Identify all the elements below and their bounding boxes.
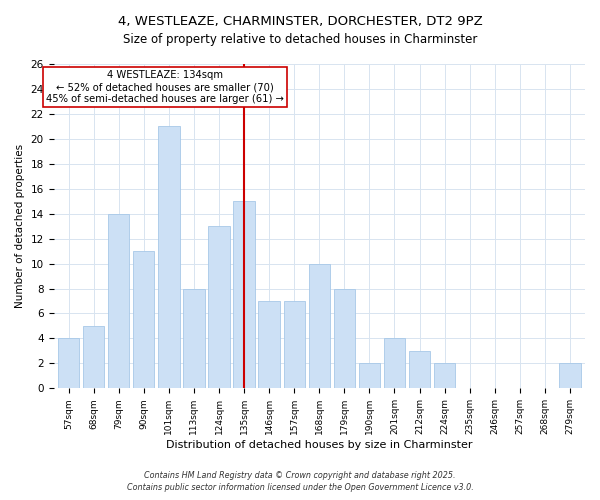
Bar	[409, 351, 430, 389]
Bar	[58, 338, 79, 388]
X-axis label: Distribution of detached houses by size in Charminster: Distribution of detached houses by size …	[166, 440, 473, 450]
Bar	[83, 326, 104, 388]
Bar	[308, 264, 330, 388]
Bar	[133, 251, 154, 388]
Bar	[434, 364, 455, 388]
Text: Size of property relative to detached houses in Charminster: Size of property relative to detached ho…	[123, 32, 477, 46]
Text: 4, WESTLEAZE, CHARMINSTER, DORCHESTER, DT2 9PZ: 4, WESTLEAZE, CHARMINSTER, DORCHESTER, D…	[118, 15, 482, 28]
Bar	[284, 301, 305, 388]
Bar	[183, 288, 205, 388]
Bar	[208, 226, 230, 388]
Text: 4 WESTLEAZE: 134sqm
← 52% of detached houses are smaller (70)
45% of semi-detach: 4 WESTLEAZE: 134sqm ← 52% of detached ho…	[46, 70, 284, 104]
Bar	[259, 301, 280, 388]
Bar	[384, 338, 405, 388]
Y-axis label: Number of detached properties: Number of detached properties	[15, 144, 25, 308]
Text: Contains HM Land Registry data © Crown copyright and database right 2025.
Contai: Contains HM Land Registry data © Crown c…	[127, 471, 473, 492]
Bar	[559, 364, 581, 388]
Bar	[334, 288, 355, 388]
Bar	[233, 201, 255, 388]
Bar	[359, 364, 380, 388]
Bar	[108, 214, 130, 388]
Bar	[158, 126, 179, 388]
